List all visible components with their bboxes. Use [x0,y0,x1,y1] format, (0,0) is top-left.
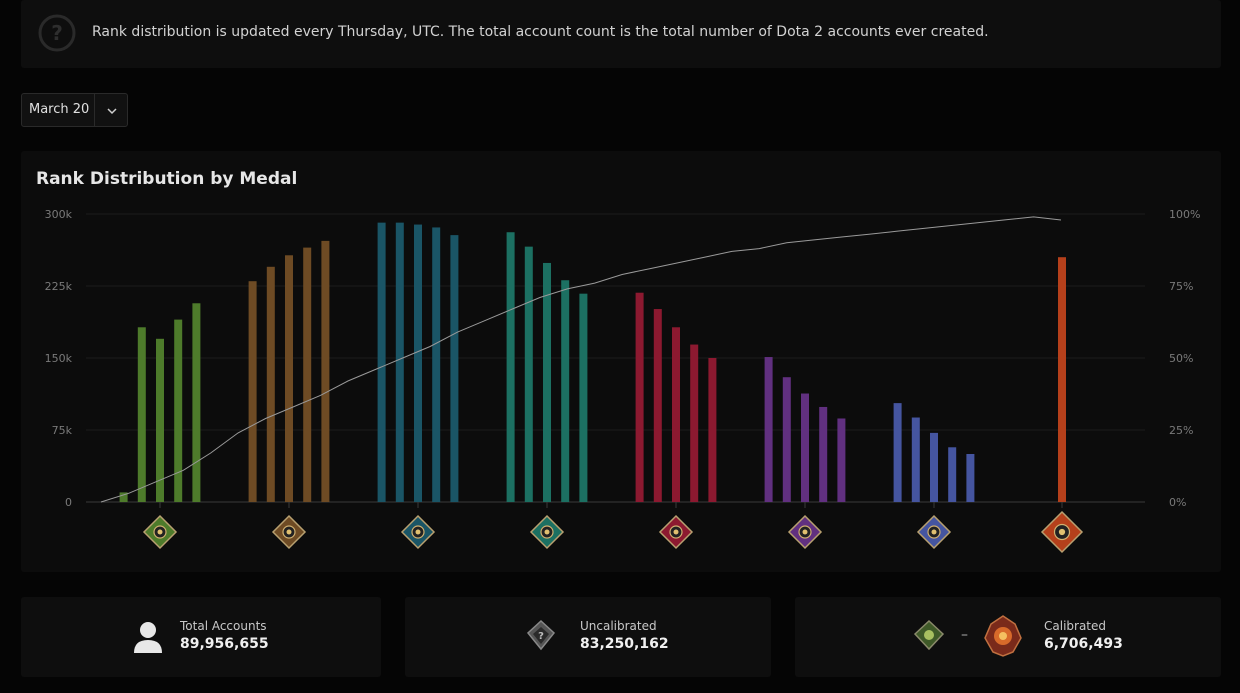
ancient-medal-icon [787,514,823,550]
bar[interactable] [395,222,404,502]
right-axis-tick-label: 25% [1169,424,1193,437]
left-axis-tick-label: 75k [52,424,73,437]
right-axis-tick-label: 100% [1169,208,1200,221]
chart-title: Rank Distribution by Medal [36,169,298,189]
calibrated-range-separator: – [961,627,968,643]
uncalibrated-medal-icon: ? [526,619,556,651]
bar[interactable] [893,403,902,502]
uncalibrated-value: 83,250,162 [580,636,669,652]
bar[interactable] [966,454,975,502]
bar[interactable] [303,247,312,502]
uncalibrated-label: Uncalibrated [580,619,657,633]
bar[interactable] [414,224,422,502]
left-axis-tick-label: 150k [45,352,73,365]
rank-distribution-chart: Rank Distribution by Medal 0 0% 75k 25% 150k… [21,151,1221,572]
bar[interactable] [321,240,330,502]
divine-medal-icon [916,514,952,550]
bar[interactable] [801,393,809,502]
bar[interactable] [377,222,386,502]
bar[interactable] [911,417,920,502]
bar[interactable] [837,418,846,502]
bar[interactable] [432,227,441,502]
bar[interactable] [579,293,588,502]
notice-text: Rank distribution is updated every Thurs… [92,24,989,40]
bar[interactable] [1058,257,1066,502]
bar[interactable] [266,266,275,502]
date-select[interactable]: March 20 [21,93,128,127]
bar[interactable] [450,235,459,502]
bar[interactable] [782,377,791,502]
bar[interactable] [708,358,717,502]
bar[interactable] [156,338,164,502]
bar[interactable] [543,262,551,502]
herald-medal-icon [142,514,178,550]
bar[interactable] [653,309,662,502]
total-accounts-label: Total Accounts [180,619,267,633]
bar[interactable] [948,447,957,502]
bar[interactable] [248,281,257,502]
info-notice: ? Rank distribution is updated every Thu… [21,0,1221,68]
left-axis-tick-label: 225k [45,280,73,293]
bar[interactable] [635,292,644,502]
chevron-down-icon [107,108,117,115]
bar[interactable] [819,406,828,502]
bar[interactable] [690,344,699,502]
uncalibrated-card: ? Uncalibrated 83,250,162 [405,597,771,677]
archon-medal-icon [529,514,565,550]
user-icon [134,622,162,653]
bar[interactable] [119,492,128,502]
left-axis-tick-label: 0 [65,496,72,509]
guardian-medal-icon [271,514,307,550]
bar[interactable] [506,232,515,502]
bar[interactable] [764,357,773,502]
immortal-medal-icon [1040,510,1084,554]
calibrated-value: 6,706,493 [1044,636,1123,652]
right-axis-tick-label: 50% [1169,352,1193,365]
bar[interactable] [524,246,533,502]
total-accounts-value: 89,956,655 [180,636,269,652]
bar[interactable] [192,303,201,502]
calibrated-card: – Calibrated 6,706,493 [795,597,1221,677]
cumulative-line [100,216,1062,503]
svg-text:?: ? [51,21,63,45]
bar[interactable] [561,280,570,502]
bar[interactable] [285,255,293,502]
bar[interactable] [672,327,680,502]
bar[interactable] [174,319,183,502]
bar[interactable] [137,327,146,502]
legend-medal-icon [658,514,694,550]
chart-canvas: 0 0% 75k 25% 150k 50% 225k 75% 300k 100% [45,208,1200,554]
date-select-value: March 20 [29,102,90,117]
crusader-medal-icon [400,514,436,550]
bar[interactable] [930,432,938,502]
left-axis-tick-label: 300k [45,208,73,221]
svg-text:?: ? [538,631,544,642]
right-axis-tick-label: 0% [1169,496,1186,509]
right-axis-tick-label: 75% [1169,280,1193,293]
question-circle-icon: ? [38,14,76,52]
herald-medal-icon [913,619,945,651]
total-accounts-card: Total Accounts 89,956,655 [21,597,381,677]
immortal-medal-icon [984,615,1022,657]
calibrated-label: Calibrated [1044,619,1107,633]
date-select-divider [94,94,95,126]
